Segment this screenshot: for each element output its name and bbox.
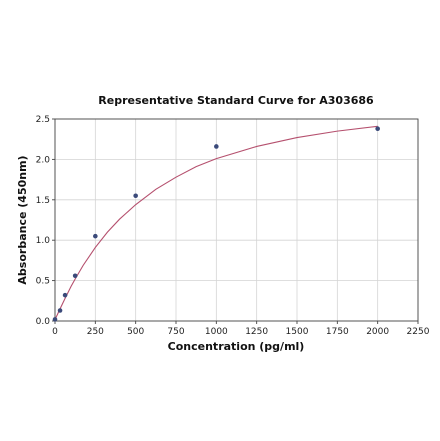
data-point <box>93 233 98 239</box>
x-tick-label: 0 <box>52 327 58 337</box>
x-tick-label: 1500 <box>286 327 309 337</box>
x-axis-label: Concentration (pg/ml) <box>168 340 305 353</box>
y-tick-label: 1.0 <box>36 236 51 246</box>
x-tick-label: 1750 <box>326 327 349 337</box>
data-point <box>62 292 68 298</box>
x-tick-label: 1000 <box>205 327 228 337</box>
y-axis: 0.0 0.5 1.0 1.5 2.0 2.5 <box>36 115 55 327</box>
y-tick-label: 0.0 <box>36 317 51 327</box>
y-tick-label: 0.5 <box>36 277 50 287</box>
data-point <box>133 193 138 199</box>
data-point <box>375 126 380 131</box>
data-point <box>57 308 63 313</box>
chart-title: Representative Standard Curve for A30368… <box>98 94 374 107</box>
plot-frame <box>54 118 419 322</box>
x-tick-label: 2000 <box>366 327 389 337</box>
y-tick-label: 1.5 <box>36 196 50 206</box>
y-tick-label: 2.0 <box>36 155 51 165</box>
fit-curve <box>54 125 378 320</box>
y-tick-label: 2.5 <box>36 115 50 125</box>
x-tick-label: 1250 <box>245 327 268 337</box>
grid-lines <box>54 118 419 322</box>
x-tick-label: 2250 <box>407 327 430 337</box>
x-tick-label: 750 <box>167 327 184 337</box>
data-point <box>52 317 58 322</box>
x-axis: 0 250 500 750 1000 1250 1500 1750 2000 2250 <box>52 321 430 337</box>
data-point <box>72 273 78 279</box>
y-axis-label: Absorbance (450nm) <box>16 155 29 284</box>
data-point <box>214 144 219 149</box>
x-tick-label: 500 <box>127 327 144 337</box>
data-points <box>52 126 380 322</box>
x-tick-label: 250 <box>87 327 104 337</box>
